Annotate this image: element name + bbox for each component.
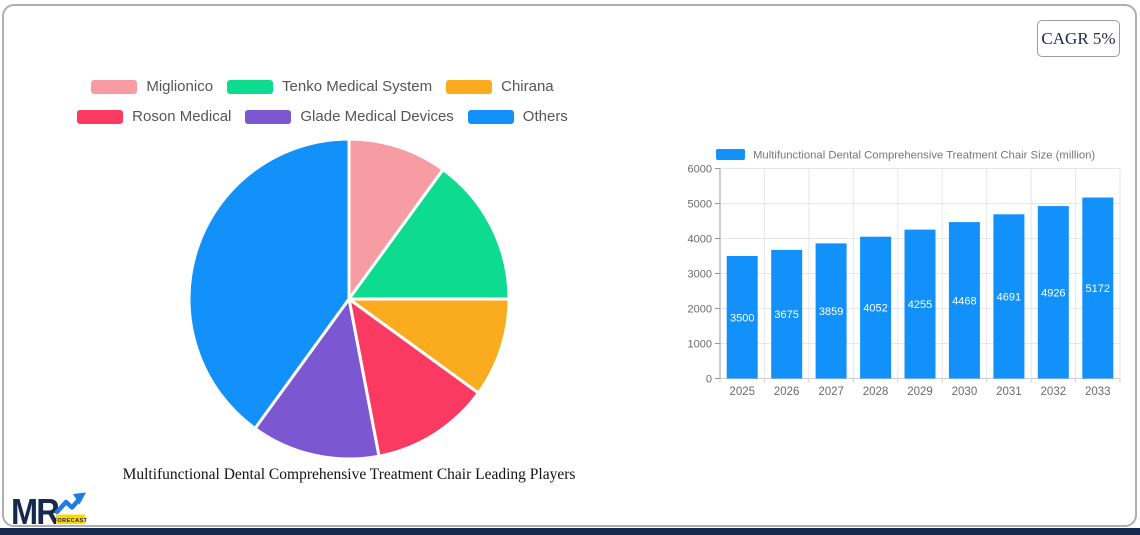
cagr-label: CAGR 5% (1041, 28, 1116, 48)
y-axis-label: 2000 (688, 304, 712, 316)
y-axis-label: 1000 (688, 339, 712, 351)
bar-value-label: 4691 (997, 291, 1021, 303)
bar-value-label: 4926 (1041, 287, 1065, 299)
bar-value-label: 3500 (730, 312, 754, 324)
trend-arrow-icon (54, 497, 82, 515)
cagr-badge: CAGR 5% (1037, 20, 1120, 57)
bar-value-label: 3675 (774, 309, 798, 321)
brand-logo: MR FORECAST (11, 491, 88, 532)
legend-swatch-icon (77, 109, 124, 124)
logo-forecast-box (56, 514, 85, 524)
pie-slice-roson-medical[interactable] (347, 297, 480, 458)
pie-slice-tenko-medical-system[interactable] (347, 168, 511, 301)
bar-value-label: 5172 (1086, 283, 1110, 295)
bar-legend[interactable]: Multifunctional Dental Comprehensive Tre… (716, 149, 1095, 162)
trend-arrowhead-icon (73, 492, 86, 505)
bar-legend-swatch-icon (716, 149, 745, 160)
legend-swatch-icon (91, 79, 138, 94)
logo-brand-text: MR (11, 491, 60, 532)
bar-value-label: 4052 (863, 303, 887, 315)
bar-2027[interactable] (815, 243, 847, 379)
pie-legend-item[interactable]: Miglionico (91, 78, 213, 95)
legend-swatch-icon (467, 109, 514, 124)
bar-value-label: 3859 (819, 306, 843, 318)
bar-2033[interactable] (1082, 197, 1114, 379)
bar-2025[interactable] (726, 256, 758, 379)
bar-2032[interactable] (1037, 206, 1069, 379)
pie-legend-row: Miglionico Tenko Medical System Chirana (91, 78, 554, 95)
x-axis-label: 2025 (729, 386, 755, 398)
pie-legend-item[interactable]: Chirana (446, 78, 554, 95)
bar-2029[interactable] (904, 229, 936, 379)
legend-swatch-icon (245, 109, 292, 124)
pie-slice-others[interactable] (187, 137, 351, 430)
bar-value-label: 4468 (952, 295, 976, 307)
pie-slice-miglionico[interactable] (347, 137, 445, 301)
pie-chart-title: Multifunctional Dental Comprehensive Tre… (122, 466, 576, 483)
legend-label: Tenko Medical System (282, 78, 433, 95)
bar-chart: Multifunctional Dental Comprehensive Tre… (688, 149, 1121, 398)
legend-swatch-icon (227, 79, 274, 94)
x-axis-label: 2030 (952, 386, 978, 398)
legend-label: Roson Medical (132, 108, 232, 125)
x-axis-label: 2027 (818, 386, 844, 398)
x-axis-label: 2029 (907, 386, 933, 398)
y-axis-label: 6000 (688, 164, 712, 176)
x-axis-label: 2032 (1041, 386, 1067, 398)
pie-legend-item[interactable]: Roson Medical (77, 108, 231, 125)
pie-legend-row: Roson Medical Glade Medical Devices Others (77, 108, 568, 125)
x-axis-label: 2026 (774, 386, 800, 398)
y-axis-label: 4000 (688, 234, 712, 246)
pie-chart (187, 137, 511, 461)
bar-value-label: 4255 (908, 299, 932, 311)
y-axis-label: 0 (706, 374, 712, 386)
legend-label: Miglionico (146, 78, 214, 95)
bar-2028[interactable] (860, 236, 892, 379)
legend-label: Chirana (501, 78, 554, 95)
bar-legend-label: Multifunctional Dental Comprehensive Tre… (753, 150, 1095, 162)
legend-label: Others (522, 108, 568, 125)
legend-swatch-icon (446, 79, 493, 94)
x-axis-label: 2033 (1085, 386, 1111, 398)
y-axis-label: 3000 (688, 269, 712, 281)
pie-slice-chirana[interactable] (347, 297, 511, 395)
pie-legend: Miglionico Tenko Medical System Chirana Ros… (0, 78, 645, 125)
pie-legend-item[interactable]: Tenko Medical System (227, 78, 432, 95)
x-axis-label: 2031 (996, 386, 1022, 398)
bar-2030[interactable] (948, 222, 980, 379)
pie-legend-item[interactable]: Others (467, 108, 568, 125)
pie-legend-item[interactable]: Glade Medical Devices (245, 108, 454, 125)
y-axis-label: 5000 (688, 199, 712, 211)
pie-slice-glade-medical-devices[interactable] (253, 297, 381, 461)
x-axis-label: 2028 (863, 386, 889, 398)
bottom-accent-bar (0, 528, 1140, 535)
legend-label: Glade Medical Devices (300, 108, 454, 125)
bar-2026[interactable] (771, 249, 803, 379)
bar-2031[interactable] (993, 214, 1025, 379)
logo-forecast-text: FORECAST (54, 518, 88, 524)
